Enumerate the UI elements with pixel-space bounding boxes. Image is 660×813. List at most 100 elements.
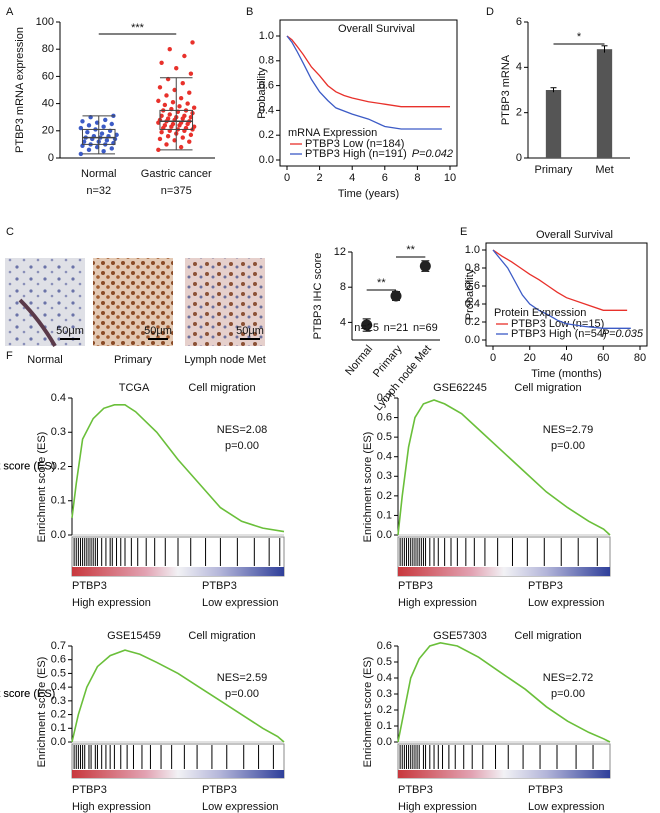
y-tick-label: 0.1	[51, 722, 66, 734]
image-label: Normal	[27, 354, 62, 366]
legend-label: PTBP3 Low (n=15)	[511, 318, 604, 330]
x-tick-label: 40	[560, 352, 572, 364]
chart-title: Cell migration	[188, 630, 255, 642]
dot	[80, 119, 85, 124]
x-tick-label: 10	[444, 172, 456, 184]
group-label: PTBP3	[528, 784, 563, 796]
x-tick-label: 20	[524, 352, 536, 364]
point	[390, 290, 402, 302]
y-tick-label: 0.0	[259, 154, 274, 166]
group-label: Low expression	[202, 597, 278, 609]
n-label: n=21	[384, 322, 409, 334]
y-tick-label: 0.2	[377, 704, 392, 716]
y-tick-label: 80	[42, 43, 54, 55]
tissue-images	[5, 258, 265, 347]
image-lymph	[185, 258, 265, 346]
dot	[94, 120, 100, 125]
y-tick-label: 0.5	[377, 431, 392, 443]
y-tick-label: 0.2	[259, 129, 274, 141]
y-tick-label: 0.2	[465, 316, 480, 328]
dot	[78, 151, 84, 157]
significance: **	[377, 277, 386, 289]
y-tick-label: 0.4	[259, 104, 274, 116]
y-tick-label: 0.5	[51, 667, 66, 679]
dot	[165, 116, 171, 121]
nes-label: NES=2.79	[543, 424, 593, 436]
legend-label: PTBP3 High (n=191)	[305, 148, 407, 160]
dot	[114, 132, 119, 138]
group-label: Low expression	[202, 801, 278, 813]
group-label: High expression	[72, 801, 151, 813]
y-axis-label: PTBP3 mRNA	[500, 54, 512, 125]
dot	[109, 146, 114, 151]
legend-title: mRNA Expression	[288, 127, 377, 139]
group-label: Low expression	[528, 801, 604, 813]
dot	[109, 121, 114, 127]
y-tick-label: 0.8	[465, 262, 480, 274]
vessel	[18, 298, 57, 347]
dot	[178, 144, 184, 150]
dot	[85, 129, 90, 135]
panel-letter: A	[6, 6, 14, 18]
chart-title: Cell migration	[188, 382, 255, 394]
x-tick-label: 0	[490, 352, 496, 364]
dot	[162, 102, 168, 108]
y-tick-label: 60	[42, 70, 54, 82]
y-tick-label: 0.4	[465, 298, 480, 310]
es-curve	[397, 399, 611, 536]
x-tick-label: 0	[284, 172, 290, 184]
x-tick-label: 60	[597, 352, 609, 364]
dot	[104, 138, 110, 143]
dot	[94, 144, 100, 150]
n-label: n=69	[413, 322, 438, 334]
rank-gradient	[398, 567, 610, 576]
dataset-title: GSE57303	[433, 630, 487, 642]
dot	[170, 100, 176, 105]
dot	[180, 81, 185, 86]
y-tick-label: 0.6	[377, 411, 392, 423]
group-label: Low expression	[528, 597, 604, 609]
y-axis-label: Enrichment score (ES)	[36, 432, 48, 543]
scale-bar-label: 50μm	[56, 325, 84, 337]
dot	[180, 135, 185, 140]
chart-title: Cell migration	[514, 382, 581, 394]
p-value: P=0.042	[412, 148, 453, 160]
nes-label: NES=2.59	[217, 672, 267, 684]
n-label: n=375	[161, 185, 192, 197]
dot	[182, 113, 187, 119]
bar	[596, 49, 613, 159]
y-tick-label: 0.7	[377, 392, 392, 404]
x-tick-label: 4	[349, 172, 355, 184]
survival-line	[286, 35, 450, 108]
box	[159, 109, 194, 130]
dot	[156, 98, 161, 104]
point	[419, 260, 431, 272]
panel-letter: B	[246, 6, 253, 18]
es-curve	[71, 649, 285, 743]
x-tick-label: 6	[382, 172, 388, 184]
y-tick-label: 20	[42, 125, 54, 137]
image-label: Primary	[114, 354, 152, 366]
dot	[167, 112, 172, 117]
legend-label: PTBP3 High (n=54)	[511, 328, 607, 340]
y-tick-label: 0.0	[465, 334, 480, 346]
chart-title: Overall Survival	[338, 23, 415, 35]
y-tick-label: 0.4	[377, 672, 392, 684]
dot	[164, 142, 169, 147]
y-tick-label: 2	[516, 107, 522, 119]
y-tick-label: 0.2	[51, 460, 66, 472]
dot	[187, 90, 192, 95]
dot	[174, 66, 179, 71]
y-tick-label: 0.3	[51, 695, 66, 707]
image-label: Lymph node Met	[184, 354, 266, 366]
group-label: High expression	[398, 597, 477, 609]
dot	[191, 105, 197, 110]
dot	[99, 131, 105, 136]
p-value: P=0.035	[602, 328, 644, 340]
dot	[101, 124, 106, 129]
x-tick-label: Normal	[81, 168, 116, 180]
dot	[86, 147, 92, 153]
survival-line	[492, 249, 628, 311]
y-tick-label: 0	[48, 152, 54, 164]
dot	[103, 117, 108, 123]
